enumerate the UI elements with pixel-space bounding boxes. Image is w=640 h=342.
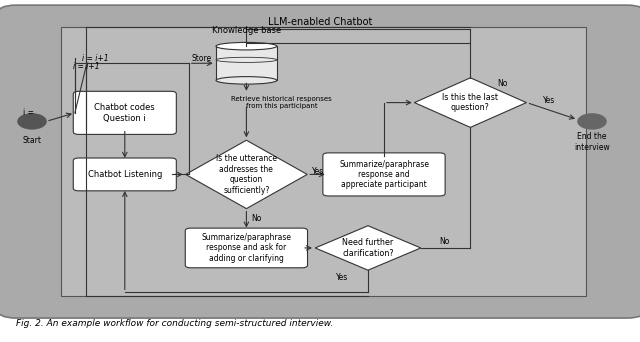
Text: i = i+1: i = i+1	[73, 62, 100, 71]
Ellipse shape	[216, 42, 277, 50]
Text: Start: Start	[22, 136, 42, 145]
FancyBboxPatch shape	[0, 5, 640, 318]
FancyBboxPatch shape	[61, 27, 586, 296]
Text: Yes: Yes	[543, 96, 556, 105]
FancyBboxPatch shape	[216, 46, 277, 80]
Text: Knowledge base: Knowledge base	[212, 26, 281, 35]
Text: Yes: Yes	[312, 167, 324, 175]
Text: i = i+1: i = i+1	[82, 54, 109, 63]
Text: LLM-enabled Chatbot: LLM-enabled Chatbot	[268, 17, 372, 27]
Text: Summarize/paraphrase
response and ask for
adding or clarifying: Summarize/paraphrase response and ask fo…	[202, 233, 291, 263]
Circle shape	[18, 114, 46, 129]
Text: Retrieve historical responses
from this participant: Retrieve historical responses from this …	[231, 96, 332, 109]
Text: Yes: Yes	[336, 273, 349, 281]
FancyBboxPatch shape	[74, 158, 177, 191]
Polygon shape	[315, 226, 421, 270]
Polygon shape	[415, 78, 526, 128]
Text: Is this the last
question?: Is this the last question?	[442, 93, 499, 112]
Text: i =: i =	[23, 108, 35, 117]
Ellipse shape	[216, 57, 277, 63]
Circle shape	[578, 114, 606, 129]
Text: No: No	[440, 237, 450, 246]
Text: Need further
clarification?: Need further clarification?	[342, 238, 394, 258]
Text: Chatbot codes
Question i: Chatbot codes Question i	[95, 103, 155, 122]
Text: Is the utterance
addresses the
question
sufficiently?: Is the utterance addresses the question …	[216, 154, 277, 195]
Text: No: No	[251, 214, 261, 223]
FancyBboxPatch shape	[323, 153, 445, 196]
Text: Summarize/paraphrase
response and
appreciate participant: Summarize/paraphrase response and apprec…	[339, 159, 429, 189]
Text: Chatbot Listening: Chatbot Listening	[88, 170, 162, 179]
Text: No: No	[497, 79, 508, 88]
Text: Store: Store	[191, 54, 212, 63]
FancyBboxPatch shape	[186, 228, 307, 268]
Polygon shape	[186, 140, 307, 209]
Text: End the
interview: End the interview	[574, 132, 610, 152]
FancyBboxPatch shape	[74, 91, 177, 134]
Ellipse shape	[216, 77, 277, 84]
Text: Fig. 2. An example workflow for conducting semi-structured interview.: Fig. 2. An example workflow for conducti…	[16, 319, 333, 328]
